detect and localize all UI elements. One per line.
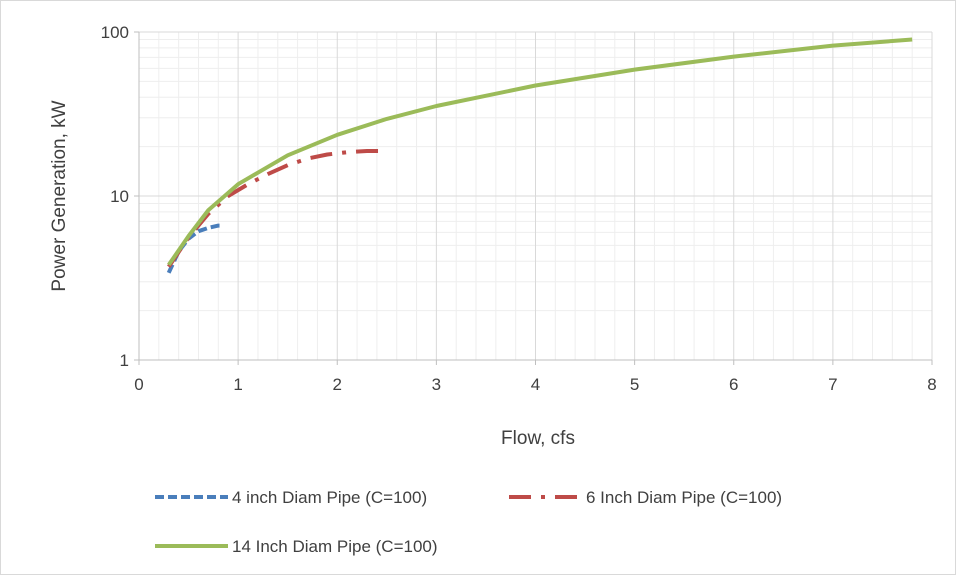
data-series [166,37,914,275]
data-point [345,150,349,154]
x-tick-label: 4 [531,375,540,394]
data-point [335,133,339,137]
legend-item-14-inch[interactable]: 14 Inch Diam Pipe (C=100) [155,537,438,556]
x-tick-label: 6 [729,375,738,394]
data-point [380,149,384,153]
legend: 4 inch Diam Pipe (C=100) 6 Inch Diam Pip… [155,488,782,556]
y-tick-label: 1 [120,351,129,370]
legend-label-14-inch: 14 Inch Diam Pipe (C=100) [232,537,438,556]
data-point [434,104,438,108]
data-point [266,172,270,176]
gridlines [138,31,933,361]
data-point [286,163,290,167]
legend-label-4-inch: 4 inch Diam Pipe (C=100) [232,488,427,507]
data-point [221,224,225,228]
y-tick-label: 100 [101,23,129,42]
data-point [385,117,389,121]
data-point [831,44,835,48]
data-point [236,182,240,186]
series-1 [166,223,225,275]
y-tick-label: 10 [110,187,129,206]
data-point [732,55,736,59]
x-tick-label: 1 [233,375,242,394]
x-tick-label: 5 [630,375,639,394]
data-point [206,208,210,212]
data-point [216,224,220,228]
axes [134,31,933,365]
data-point [246,182,250,186]
data-point [187,234,191,238]
series-line [167,37,913,267]
x-tick-label: 2 [333,375,342,394]
data-point [910,38,914,42]
data-point [306,157,310,161]
x-tick-label: 3 [432,375,441,394]
legend-item-4-inch[interactable]: 4 inch Diam Pipe (C=100) [155,488,427,507]
x-tick-label: 7 [828,375,837,394]
data-point [325,153,329,157]
data-point [633,68,637,72]
data-point [286,153,290,157]
data-point [167,271,171,275]
y-axis-title: Power Generation, kW [49,100,70,291]
legend-label-6-inch: 6 Inch Diam Pipe (C=100) [586,488,782,507]
data-point [206,226,210,230]
x-tick-label: 8 [927,375,936,394]
series-3 [167,37,914,267]
series-line [166,223,224,274]
data-point [167,263,171,267]
legend-item-6-inch[interactable]: 6 Inch Diam Pipe (C=100) [509,488,782,507]
data-point [365,149,369,153]
x-tick-label: 0 [134,375,143,394]
x-axis-title: Flow, cfs [501,428,575,449]
data-point [534,83,538,87]
